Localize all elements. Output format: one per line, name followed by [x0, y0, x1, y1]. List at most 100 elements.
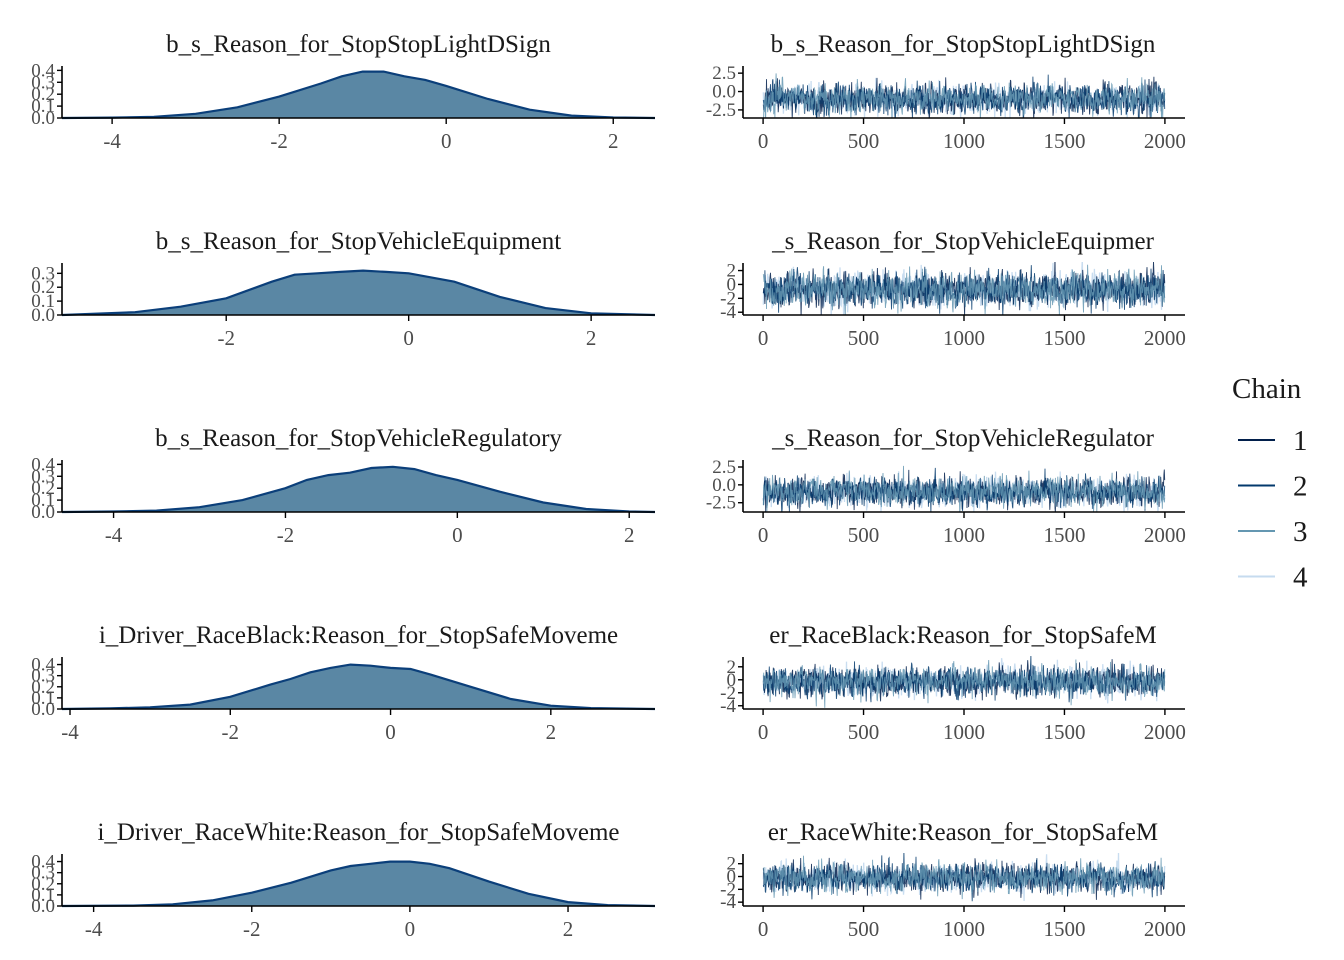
y-tick-label: 0.3 [31, 666, 55, 687]
y-tick-label: 2 [727, 261, 737, 282]
y-tick-label: -4 [720, 892, 736, 913]
density-area [62, 71, 655, 118]
x-tick-label: 1000 [943, 720, 985, 744]
x-tick-label: 0 [758, 129, 769, 153]
y-tick-label: 0.0 [31, 305, 55, 326]
x-tick-label: 1500 [1043, 129, 1085, 153]
x-tick-label: 500 [848, 720, 880, 744]
x-tick-label: 1000 [943, 129, 985, 153]
trace-chain-3 [762, 659, 1166, 708]
y-tick-label: 0.0 [31, 896, 55, 917]
legend-label: 2 [1293, 471, 1308, 503]
y-tick-label: 2 [727, 854, 737, 875]
x-tick-label: 2 [586, 326, 597, 350]
y-tick-label: 0.4 [31, 852, 55, 873]
x-tick-label: 2 [608, 129, 619, 153]
legend-item-3: 3 [1238, 516, 1308, 548]
x-tick-label: 1000 [943, 917, 985, 941]
x-tick-label: 1500 [1043, 720, 1085, 744]
density-curve [62, 70, 655, 120]
x-tick-label: -4 [103, 129, 121, 153]
y-tick-label: 0.0 [712, 475, 736, 496]
density-curve [62, 465, 655, 514]
y-tick-label: 0.0 [31, 699, 55, 720]
y-tick-label: 0 [727, 274, 737, 295]
chain-legend: Chain 1 2 3 4 [1232, 373, 1308, 594]
trace-panel-title: b_s_Reason_for_StopStopLightDSign [771, 31, 1156, 58]
y-tick-label: -2 [720, 879, 736, 900]
x-tick-label: -4 [61, 720, 79, 744]
density-panel-2: b_s_Reason_for_StopVehicleEquipment -2 0 2 0… [31, 228, 655, 350]
legend-items: 1 2 3 4 [1238, 425, 1308, 594]
y-tick-label: 0.3 [31, 263, 55, 284]
x-tick-label: 500 [848, 523, 880, 547]
y-tick-label: 0.4 [31, 454, 55, 475]
y-tick-label: 0.2 [31, 478, 55, 499]
y-tick-label: -2.5 [706, 100, 736, 121]
trace-panel-title: er_RaceWhite:Reason_for_StopSafeM [768, 819, 1158, 846]
x-tick-label: 0 [441, 129, 452, 153]
trace-chain-1 [762, 76, 1166, 118]
density-curve [62, 663, 655, 711]
y-tick-label: 0.0 [31, 108, 55, 129]
x-tick-label: 500 [848, 326, 880, 350]
density-curve [62, 860, 655, 908]
trace-panel-5: er_RaceWhite:Reason_for_StopSafeM 0 500 100… [720, 819, 1186, 941]
y-tick-label: 0.1 [31, 688, 55, 709]
density-panel-title: i_Driver_RaceWhite:Reason_for_StopSafeMo… [97, 819, 619, 846]
y-tick-label: 0.2 [31, 84, 55, 105]
legend-title: Chain [1232, 373, 1302, 405]
y-tick-label: -2.5 [706, 493, 736, 514]
y-tick-label: -4 [720, 302, 736, 323]
x-tick-label: 2000 [1144, 326, 1186, 350]
x-tick-label: 2000 [1144, 129, 1186, 153]
trace-chain-3 [762, 855, 1166, 900]
x-tick-label: 0 [758, 523, 769, 547]
density-curve [62, 269, 655, 317]
y-tick-label: 0.4 [31, 60, 55, 81]
y-tick-label: 2.5 [712, 457, 736, 478]
x-tick-label: -4 [105, 523, 123, 547]
trace-panel-2: _s_Reason_for_StopVehicleEquipmer 0 500 100… [720, 228, 1186, 350]
trace-panel-1: b_s_Reason_for_StopStopLightDSign 0 500 100… [706, 31, 1186, 153]
x-tick-label: 1000 [943, 326, 985, 350]
y-tick-label: 0.3 [31, 863, 55, 884]
density-panel-title: b_s_Reason_for_StopStopLightDSign [166, 31, 551, 58]
x-tick-label: 1500 [1043, 523, 1085, 547]
x-tick-label: 1500 [1043, 917, 1085, 941]
x-tick-label: 1500 [1043, 326, 1085, 350]
y-tick-label: 0.2 [31, 874, 55, 895]
trace-chain-3 [762, 465, 1166, 512]
trace-chain-3 [763, 73, 1166, 118]
density-panel-title: i_Driver_RaceBlack:Reason_for_StopSafeMo… [99, 622, 618, 649]
y-tick-label: 0.1 [31, 96, 55, 117]
y-tick-label: 0.2 [31, 277, 55, 298]
legend-label: 3 [1293, 516, 1308, 548]
y-tick-label: 0.4 [31, 655, 55, 676]
y-tick-label: 0 [727, 670, 737, 691]
x-tick-label: 0 [452, 523, 463, 547]
legend-label: 1 [1293, 425, 1308, 457]
y-tick-label: 0.3 [31, 466, 55, 487]
x-tick-label: 2 [563, 917, 574, 941]
x-tick-label: 0 [405, 917, 416, 941]
density-panel-5: i_Driver_RaceWhite:Reason_for_StopSafeMo… [31, 819, 655, 941]
y-tick-label: 2.5 [712, 63, 736, 84]
x-tick-label: 0 [758, 326, 769, 350]
density-panel-title: b_s_Reason_for_StopVehicleRegulatory [155, 425, 562, 452]
y-tick-label: 0.1 [31, 490, 55, 511]
panel-grid: b_s_Reason_for_StopStopLightDSign-4 -2 0 20… [31, 31, 1186, 941]
density-area [62, 664, 655, 709]
density-panel-3: b_s_Reason_for_StopVehicleRegulatory -4 -2… [31, 425, 655, 547]
x-tick-label: -2 [222, 720, 240, 744]
y-tick-label: 0.1 [31, 885, 55, 906]
density-area [62, 270, 655, 315]
trace-panel-title: _s_Reason_for_StopVehicleRegulator [771, 425, 1155, 452]
x-tick-label: 500 [848, 917, 880, 941]
y-tick-label: 0.0 [712, 82, 736, 103]
y-tick-label: -2 [720, 288, 736, 309]
density-area [62, 466, 655, 512]
density-area [62, 861, 655, 906]
x-tick-label: 2 [624, 523, 635, 547]
